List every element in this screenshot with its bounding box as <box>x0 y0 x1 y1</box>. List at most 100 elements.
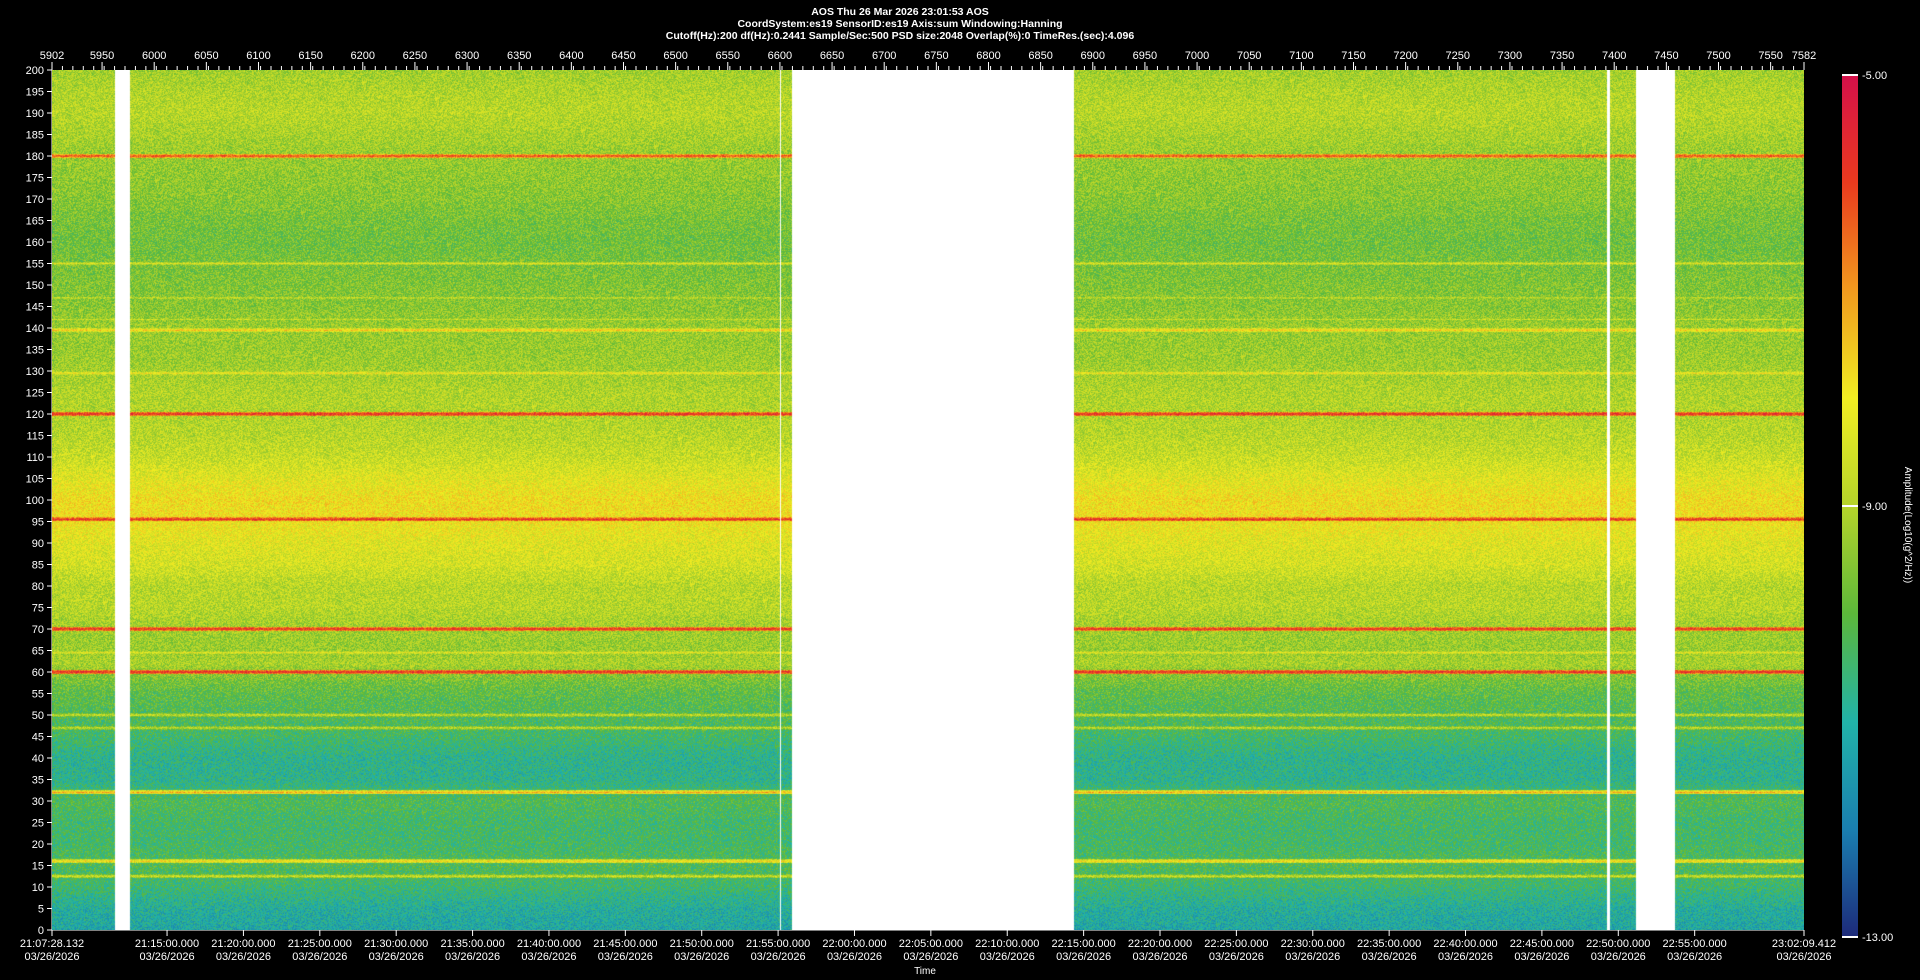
date-tick-label: 03/26/2026 <box>1362 951 1417 963</box>
y-tick-label: 100 <box>26 495 44 507</box>
top-tick-label: 6100 <box>246 50 270 62</box>
y-tick-label: 130 <box>26 366 44 378</box>
y-tick-label: 90 <box>32 538 44 550</box>
y-tick-label: 50 <box>32 710 44 722</box>
y-tick-label: 110 <box>26 452 44 464</box>
top-tick-label: 7000 <box>1185 50 1209 62</box>
y-tick-label: 145 <box>26 302 44 314</box>
date-tick-label: 03/26/2026 <box>1056 951 1111 963</box>
time-tick-label: 23:02:09.412 <box>1772 938 1836 950</box>
top-tick-label: 6550 <box>716 50 740 62</box>
date-tick-label: 03/26/2026 <box>521 951 576 963</box>
time-tick-label: 21:55:00.000 <box>746 938 810 950</box>
y-tick-label: 120 <box>26 409 44 421</box>
top-tick-label: 6250 <box>403 50 427 62</box>
y-tick-label: 80 <box>32 581 44 593</box>
time-tick-label: 22:35:00.000 <box>1357 938 1421 950</box>
time-tick-label: 21:15:00.000 <box>135 938 199 950</box>
time-tick-label: 21:35:00.000 <box>440 938 504 950</box>
date-tick-label: 03/26/2026 <box>1776 951 1831 963</box>
y-tick-label: 195 <box>26 87 44 99</box>
date-tick-label: 03/26/2026 <box>369 951 424 963</box>
y-tick-label: 135 <box>26 345 44 357</box>
top-tick-label: 7300 <box>1498 50 1522 62</box>
colorbar-tick-label: -5.00 <box>1862 70 1887 82</box>
y-tick-label: 155 <box>26 259 44 271</box>
top-tick-label: 6900 <box>1081 50 1105 62</box>
top-tick-label: 6200 <box>351 50 375 62</box>
time-tick-label: 22:50:00.000 <box>1586 938 1650 950</box>
y-tick-label: 15 <box>32 861 44 873</box>
date-tick-label: 03/26/2026 <box>292 951 347 963</box>
top-tick-label: 7550 <box>1758 50 1782 62</box>
time-tick-label: 21:50:00.000 <box>670 938 734 950</box>
top-tick-label: 7050 <box>1237 50 1261 62</box>
date-tick-label: 03/26/2026 <box>1514 951 1569 963</box>
top-tick-label: 7500 <box>1706 50 1730 62</box>
time-tick-label: 21:45:00.000 <box>593 938 657 950</box>
y-tick-label: 20 <box>32 839 44 851</box>
time-tick-label: 22:10:00.000 <box>975 938 1039 950</box>
date-tick-label: 03/26/2026 <box>751 951 806 963</box>
y-tick-label: 140 <box>26 323 44 335</box>
top-tick-label: 5950 <box>90 50 114 62</box>
time-tick-label: 22:40:00.000 <box>1433 938 1497 950</box>
y-tick-label: 25 <box>32 818 44 830</box>
y-tick-label: 75 <box>32 603 44 615</box>
colorbar-tick-label: -9.00 <box>1862 501 1887 513</box>
date-tick-label: 03/26/2026 <box>1438 951 1493 963</box>
top-index-axis: 5902 5950 6000 6050 6100 6150 6200 6250 6300 6350… <box>40 50 1816 70</box>
time-tick-label: 22:45:00.000 <box>1510 938 1574 950</box>
top-tick-label: 7150 <box>1341 50 1365 62</box>
top-tick-label: 6950 <box>1133 50 1157 62</box>
y-tick-label: 95 <box>32 517 44 529</box>
top-tick-label: 6400 <box>559 50 583 62</box>
top-tick-label: 6500 <box>663 50 687 62</box>
date-tick-label: 03/26/2026 <box>216 951 271 963</box>
time-tick-label: 22:55:00.000 <box>1663 938 1727 950</box>
top-tick-label: 6850 <box>1028 50 1052 62</box>
date-tick-label: 03/26/2026 <box>1667 951 1722 963</box>
date-tick-label: 03/26/2026 <box>674 951 729 963</box>
top-tick-label: 7582 <box>1792 50 1816 62</box>
time-tick-label: 22:20:00.000 <box>1128 938 1192 950</box>
y-tick-label: 45 <box>32 732 44 744</box>
y-tick-label: 160 <box>26 237 44 249</box>
y-tick-label: 65 <box>32 646 44 658</box>
top-tick-label: 6350 <box>507 50 531 62</box>
y-tick-label: 35 <box>32 775 44 787</box>
top-tick-label: 7350 <box>1550 50 1574 62</box>
top-tick-label: 6450 <box>611 50 635 62</box>
colorbar: -5.00 -9.00 -13.00 <box>1842 70 1893 944</box>
y-tick-label: 10 <box>32 882 44 894</box>
y-tick-label: 55 <box>32 689 44 701</box>
date-tick-label: 03/26/2026 <box>140 951 195 963</box>
time-tick-label: 21:30:00.000 <box>364 938 428 950</box>
date-tick-label: 03/26/2026 <box>903 951 958 963</box>
chart-header-line3: Cutoff(Hz):200 df(Hz):0.2441 Sample/Sec:… <box>666 30 1135 42</box>
date-tick-label: 03/26/2026 <box>827 951 882 963</box>
time-tick-label: 21:40:00.000 <box>517 938 581 950</box>
time-tick-label: 22:25:00.000 <box>1204 938 1268 950</box>
y-tick-label: 125 <box>26 388 44 400</box>
y-tick-label: 5 <box>38 904 44 916</box>
time-axis: 21:07:28.13203/26/202621:15:00.00003/26/… <box>20 929 1836 963</box>
frequency-axis: 0 5 10 15 20 25 30 35 40 45 50 55 60 65 70 75 80 85 90 95 10… <box>26 65 53 937</box>
top-tick-label: 6800 <box>976 50 1000 62</box>
top-tick-label: 7200 <box>1393 50 1417 62</box>
y-tick-label: 150 <box>26 280 44 292</box>
time-tick-label: 22:00:00.000 <box>822 938 886 950</box>
y-tick-label: 85 <box>32 560 44 572</box>
top-tick-label: 7250 <box>1446 50 1470 62</box>
top-tick-label: 7450 <box>1654 50 1678 62</box>
chart-header-line2: CoordSystem:es19 SensorID:es19 Axis:sum … <box>737 18 1062 30</box>
top-tick-label: 7100 <box>1289 50 1313 62</box>
chart-header-line1: AOS Thu 26 Mar 2026 23:01:53 AOS <box>811 6 989 18</box>
colorbar-tick-label: -13.00 <box>1862 932 1893 944</box>
y-tick-label: 70 <box>32 624 44 636</box>
y-tick-label: 175 <box>26 173 44 185</box>
date-tick-label: 03/26/2026 <box>980 951 1035 963</box>
x-axis-title: Time <box>914 966 936 977</box>
date-tick-label: 03/26/2026 <box>445 951 500 963</box>
y-tick-label: 40 <box>32 753 44 765</box>
